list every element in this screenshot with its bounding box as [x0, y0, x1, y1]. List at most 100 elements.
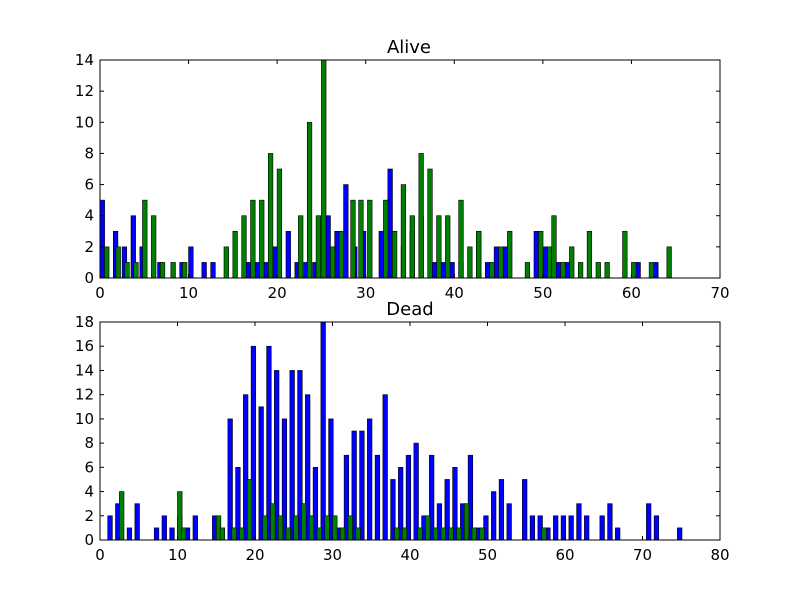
alive-y-tick-label-6: 12	[75, 82, 94, 100]
alive-y-tick-label-4: 8	[84, 144, 94, 162]
alive-bar-s1-7	[170, 262, 176, 279]
dead-bar-s0-9	[192, 515, 198, 541]
dead-bar-s1-20	[355, 527, 361, 541]
alive-bar-s0-40	[635, 262, 641, 279]
alive-bar-s1-12	[250, 199, 256, 279]
dead-bar-s1-5	[231, 527, 237, 541]
dead-y-tick-label-9: 18	[75, 313, 94, 331]
dead-bar-s0-57	[599, 515, 605, 541]
alive-bar-s1-48	[604, 262, 610, 279]
dead-y-tick-label-5: 10	[75, 410, 94, 428]
alive-bar-s1-33	[458, 199, 464, 279]
alive-bar-s1-35	[476, 230, 482, 279]
alive-bar-s0-38	[555, 262, 562, 279]
alive-bar-s0-24	[387, 168, 393, 279]
dead-y-tick-label-4: 8	[84, 434, 94, 452]
dead-x-tick-label-6: 60	[555, 546, 574, 564]
alive-bar-s1-32	[445, 215, 451, 279]
alive-bar-s0-7	[188, 246, 194, 279]
alive-bar-s1-47	[595, 262, 601, 279]
alive-bar-s1-42	[551, 215, 557, 279]
dead-bar-s0-54	[568, 515, 574, 541]
dead-bar-s1-0	[119, 491, 125, 541]
alive-bar-s0-39	[564, 262, 570, 279]
dead-bar-s0-34	[405, 454, 412, 541]
dead-bar-s0-6	[169, 527, 175, 541]
dead-bar-s0-45	[491, 491, 497, 541]
dead-bar-s0-62	[677, 527, 683, 541]
alive-bar-s0-12	[263, 262, 269, 279]
dead-bar-s1-28	[456, 527, 462, 541]
dead-bar-s0-58	[607, 503, 613, 541]
alive-bar-s1-13	[259, 199, 265, 279]
dead-bar-s0-47	[506, 503, 512, 541]
dead-bar-s0-55	[576, 503, 582, 541]
dead-bar-s0-49	[529, 515, 536, 541]
dead-bar-s1-12	[293, 515, 299, 541]
alive-bar-s1-45	[577, 262, 584, 279]
dead-y-tick-label-0: 0	[84, 531, 94, 549]
dead-y-tick-label-7: 14	[75, 361, 94, 379]
alive-bar-s1-41	[546, 246, 553, 279]
alive-bar-s1-15	[276, 168, 283, 279]
alive-bar-s1-1	[115, 246, 121, 279]
dead-bar-s1-8	[262, 515, 268, 541]
alive-bar-s1-10	[232, 230, 238, 279]
alive-bar-s1-9	[223, 246, 229, 279]
dead-bar-s0-59	[615, 527, 621, 541]
alive-bar-s1-5	[151, 215, 157, 279]
dead-bar-s0-31	[382, 394, 388, 541]
dead-bar-s0-4	[153, 527, 160, 541]
alive-bar-s1-23	[358, 199, 364, 279]
alive-bar-s0-37	[542, 246, 548, 279]
alive-bar-s1-26	[391, 230, 398, 279]
dead-bar-s1-4	[219, 527, 226, 541]
alive-bar-s1-8	[182, 262, 188, 279]
dead-y-tick-label-8: 16	[75, 337, 94, 355]
dead-bar-s0-3	[134, 503, 140, 541]
dead-bar-s0-48	[522, 479, 528, 541]
alive-bar-s1-39	[524, 262, 531, 279]
alive-bar-s0-29	[440, 262, 446, 279]
dead-bar-s1-11	[285, 527, 291, 541]
dead-bar-s1-13	[301, 503, 307, 541]
alive-bar-s0-8	[201, 262, 207, 279]
dead-bar-s0-60	[646, 503, 652, 541]
alive-bar-s1-16	[298, 215, 304, 279]
alive-bar-s1-28	[409, 215, 415, 279]
alive-bar-s0-30	[449, 262, 455, 279]
alive-bar-s1-44	[569, 246, 575, 279]
dead-bar-s1-9	[270, 503, 276, 541]
alive-bar-s1-30	[427, 168, 433, 279]
dead-x-tick-label-7: 70	[633, 546, 652, 564]
dead-bar-s0-23	[320, 321, 326, 541]
dead-bar-s0-11	[227, 418, 233, 541]
alive-bar-s1-51	[648, 262, 655, 279]
alive-x-tick-label-5: 50	[533, 284, 552, 302]
alive-bar-s0-36	[533, 230, 539, 279]
dead-bar-s1-27	[448, 527, 454, 541]
alive-bar-s1-2	[124, 262, 130, 279]
dead-bar-s1-26	[440, 527, 446, 541]
alive-bar-s1-20	[329, 246, 336, 279]
dead-x-tick-label-5: 50	[478, 546, 497, 564]
alive-bar-s0-20	[343, 184, 349, 279]
dead-y-axis: 0 2 4 6 8 10 12 14 16 18	[75, 313, 720, 549]
alive-x-tick-label-2: 20	[268, 284, 287, 302]
alive-bar-s0-23	[378, 230, 384, 279]
dead-bar-s1-32	[541, 527, 547, 541]
alive-y-tick-label-0: 0	[84, 269, 94, 287]
alive-bar-s1-46	[586, 230, 593, 279]
alive-bar-s1-34	[467, 246, 473, 279]
dead-bar-s0-2	[126, 527, 133, 541]
alive-bar-s1-29	[418, 153, 424, 279]
dead-y-tick-label-3: 6	[84, 458, 94, 476]
alive-bar-s1-50	[631, 262, 637, 279]
dead-x-tick-label-3: 30	[323, 546, 342, 564]
dead-bar-s0-5	[161, 515, 167, 541]
dead-bar-s1-7	[246, 479, 253, 541]
alive-bar-s1-11	[241, 215, 247, 279]
alive-bar-s1-36	[489, 262, 495, 279]
dead-bar-s0-52	[553, 515, 559, 541]
alive-chart: Alive 0 10 20 30 40 50 60 70 0 2 4 6 8 10 12 14	[75, 37, 730, 302]
